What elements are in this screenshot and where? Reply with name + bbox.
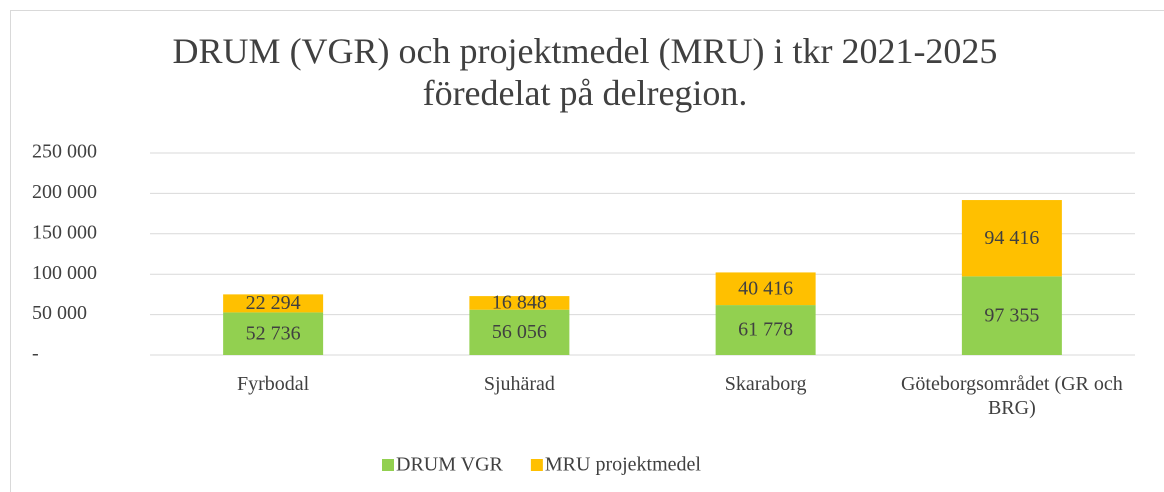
- data-label: 97 355: [984, 304, 1039, 326]
- bar-segment: [961, 200, 1062, 277]
- legend-swatch: [530, 459, 543, 471]
- y-tick-label: 100 000: [32, 262, 97, 284]
- chart-frame: [10, 10, 1164, 492]
- data-label: 61 778: [738, 319, 793, 341]
- legend-label: MRU projektmedel: [545, 454, 702, 476]
- x-tick-label: Fyrbodal: [237, 373, 310, 395]
- bar-segment: [223, 294, 324, 313]
- bar-segment: [469, 296, 570, 310]
- bar-segment: [961, 276, 1062, 355]
- y-tick-label: 200 000: [32, 181, 97, 203]
- x-tick-label: Göteborgsområdet (GR och BRG): [900, 373, 1123, 419]
- y-tick-label: 250 000: [32, 141, 97, 163]
- data-label: 40 416: [738, 277, 793, 299]
- data-label: 94 416: [984, 227, 1039, 249]
- x-tick-label: Sjuhärad: [483, 373, 555, 395]
- bar-segment: [715, 305, 816, 355]
- y-tick-label: 50 000: [32, 302, 87, 324]
- data-label: 52 736: [246, 322, 301, 344]
- data-label: 22 294: [246, 292, 301, 314]
- y-tick-label: -: [32, 343, 39, 365]
- data-label: 56 056: [492, 321, 547, 343]
- bar-segment: [715, 272, 816, 306]
- x-tick-label: Skaraborg: [724, 373, 807, 395]
- chart-title: DRUM (VGR) och projektmedel (MRU) i tkr …: [172, 31, 998, 113]
- legend-label: DRUM VGR: [396, 454, 504, 476]
- bar-segment: [469, 309, 570, 355]
- y-tick-label: 150 000: [32, 221, 97, 243]
- legend-swatch: [382, 459, 394, 471]
- bar-segment: [223, 312, 324, 355]
- data-label: 16 848: [492, 291, 547, 313]
